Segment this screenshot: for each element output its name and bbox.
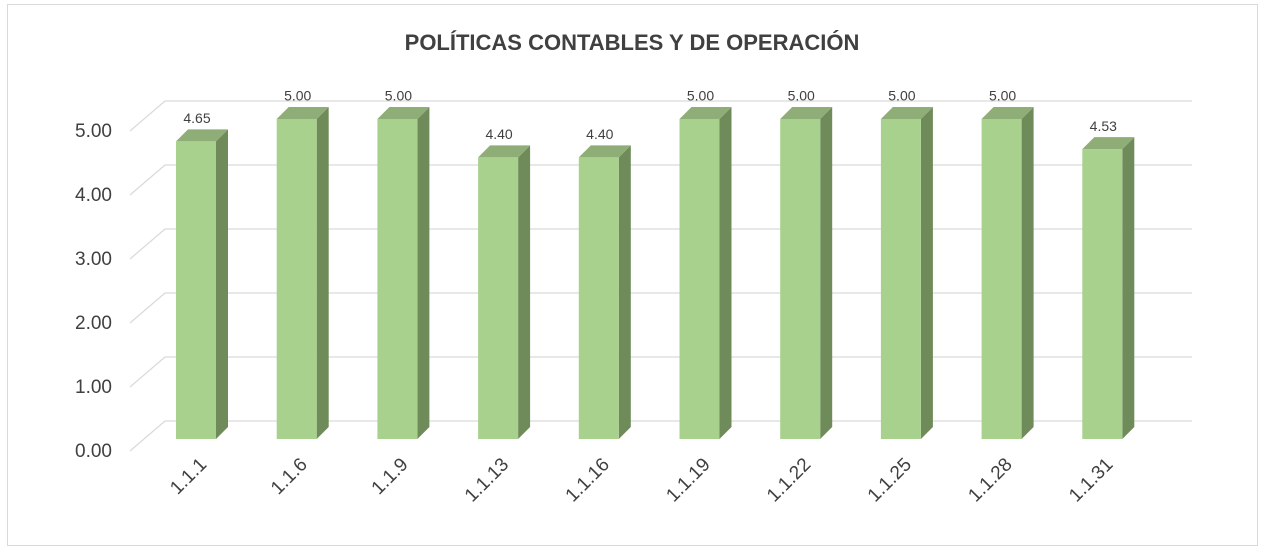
bar-top bbox=[176, 129, 228, 142]
bar-top bbox=[478, 145, 531, 158]
y-tick-label: 5.00 bbox=[75, 121, 112, 142]
data-label: 4.65 bbox=[183, 110, 210, 126]
bar-side bbox=[216, 129, 228, 439]
bar-side bbox=[618, 145, 631, 439]
y-tick-label: 3.00 bbox=[75, 249, 112, 270]
bar-side bbox=[820, 107, 833, 439]
y-tick-label: 4.00 bbox=[75, 185, 112, 206]
data-label: 4.53 bbox=[1090, 118, 1117, 134]
y-tick-label: 2.00 bbox=[75, 313, 112, 334]
bar-top bbox=[578, 145, 631, 158]
data-label: 4.40 bbox=[586, 126, 613, 142]
data-label: 5.00 bbox=[687, 88, 714, 104]
data-label: 5.00 bbox=[385, 88, 412, 104]
bar bbox=[981, 119, 1022, 439]
y-tick-label: 1.00 bbox=[75, 377, 112, 398]
bar-top bbox=[981, 107, 1034, 119]
bar-top bbox=[276, 107, 329, 119]
grid-line bbox=[129, 420, 1192, 452]
data-label: 5.00 bbox=[989, 88, 1016, 104]
bar bbox=[377, 119, 418, 439]
data-label: 5.00 bbox=[888, 88, 915, 104]
data-label: 5.00 bbox=[284, 88, 311, 104]
bar-side bbox=[316, 107, 329, 439]
data-label: 5.00 bbox=[788, 88, 815, 104]
bar-top bbox=[1082, 137, 1135, 150]
bar-side bbox=[1122, 137, 1135, 439]
grid-line bbox=[129, 100, 1192, 132]
bar bbox=[780, 119, 821, 439]
bar-side bbox=[518, 145, 531, 439]
grid-line bbox=[129, 228, 1192, 260]
bar-top bbox=[679, 107, 732, 119]
bar bbox=[1082, 149, 1123, 439]
bar-side bbox=[719, 107, 732, 439]
bar-top bbox=[780, 107, 833, 119]
chart-title: POLÍTICAS CONTABLES Y DE OPERACIÓN bbox=[405, 30, 860, 55]
bar bbox=[880, 119, 921, 439]
bar-top bbox=[880, 107, 933, 119]
grid-line bbox=[129, 356, 1192, 388]
bar-side bbox=[920, 107, 933, 439]
bar bbox=[176, 141, 216, 439]
y-tick-label: 0.00 bbox=[75, 441, 112, 462]
bar bbox=[578, 157, 619, 439]
bar bbox=[478, 157, 519, 439]
data-label: 4.40 bbox=[485, 126, 512, 142]
grid-line bbox=[129, 292, 1192, 324]
bar-side bbox=[417, 107, 430, 439]
bar bbox=[276, 119, 317, 439]
bar bbox=[679, 119, 720, 439]
bar-top bbox=[377, 107, 430, 119]
grid-line bbox=[129, 164, 1192, 196]
bar-side bbox=[1021, 107, 1034, 439]
